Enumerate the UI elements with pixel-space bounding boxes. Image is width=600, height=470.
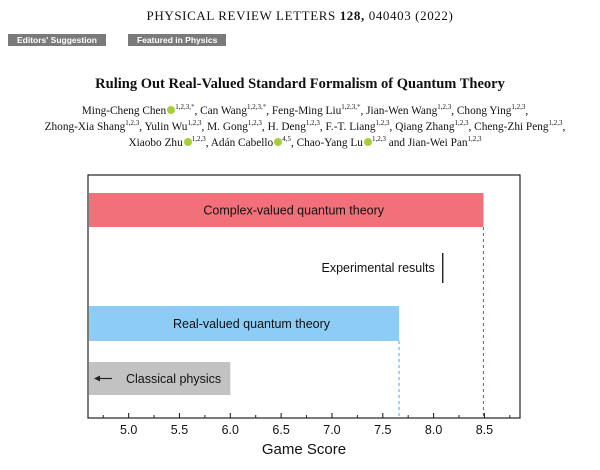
- affiliation-marker: 1,2,3: [305, 119, 320, 128]
- affiliation-marker: 4,5: [282, 135, 291, 144]
- author-name[interactable]: F.-T. Liang1,2,3: [325, 119, 390, 133]
- author-name[interactable]: Qiang Zhang1,2,3: [395, 119, 469, 133]
- affiliation-marker: 1,2,3: [437, 103, 452, 112]
- affiliation-marker: 1,2,3: [125, 119, 140, 128]
- affiliation-marker: 1,2,3: [454, 119, 469, 128]
- experimental-label: Experimental results: [321, 261, 434, 275]
- orcid-icon[interactable]: [363, 138, 372, 146]
- journal-name: PHYSICAL REVIEW LETTERS: [146, 8, 336, 23]
- x-tick-label: 8.0: [425, 423, 442, 437]
- author-name[interactable]: Xiaobo Zhu 1,2,3: [128, 135, 206, 149]
- author-name[interactable]: H. Deng1,2,3: [267, 119, 320, 133]
- figure: Complex-valued quantum theory Real-valued…: [0, 165, 600, 465]
- author-name[interactable]: Feng-Ming Liu1,2,3,*: [271, 103, 361, 117]
- editors-suggestion-badge[interactable]: Editors' Suggestion: [8, 34, 106, 46]
- affiliation-marker: 1,2,3: [548, 119, 563, 128]
- author-name[interactable]: M. Gong1,2,3: [207, 119, 262, 133]
- author-name[interactable]: Zhong-Xia Shang1,2,3: [44, 119, 140, 133]
- corresponding-author-mark: *: [357, 103, 361, 112]
- game-score-chart: Complex-valued quantum theory Real-valued…: [87, 174, 521, 458]
- paper-title: Ruling Out Real-Valued Standard Formalis…: [95, 76, 505, 92]
- author-name[interactable]: Yulin Wu1,2,3: [144, 119, 202, 133]
- article-number: 040403 (2022): [368, 8, 454, 23]
- x-tick-label: 5.0: [120, 423, 137, 437]
- left-arrow-icon: [94, 375, 100, 382]
- plot-frame: [87, 174, 521, 419]
- x-tick-label: 7.0: [323, 423, 340, 437]
- x-tick-label: 5.5: [171, 423, 188, 437]
- bar-label: Real-valued quantum theory: [173, 317, 331, 331]
- corresponding-author-mark: *: [262, 103, 267, 112]
- bar: [89, 306, 400, 341]
- x-axis-label: Game Score: [262, 441, 346, 458]
- affiliation-marker: 1,2,3: [467, 135, 482, 144]
- orcid-icon[interactable]: [167, 106, 176, 114]
- author-name[interactable]: Adán Cabello 4,5: [210, 135, 291, 149]
- author-name[interactable]: Chao-Yang Lu 1,2,3: [296, 135, 386, 149]
- author-name[interactable]: Chong Ying1,2,3: [456, 103, 526, 117]
- affiliation-marker: 1,2,3,: [341, 103, 357, 112]
- affiliation-marker: 1,2,3: [371, 135, 386, 144]
- author-name[interactable]: Ming-Cheng Chen 1,2,3,*: [81, 103, 195, 117]
- featured-in-physics-badge[interactable]: Featured in Physics: [128, 34, 227, 46]
- x-tick-label: 6.5: [272, 423, 289, 437]
- affiliation-marker: 1,2,3: [511, 103, 526, 112]
- x-tick-label: 6.0: [222, 423, 239, 437]
- corresponding-author-mark: *: [190, 103, 195, 112]
- author-name[interactable]: Jian-Wen Wang1,2,3: [366, 103, 452, 117]
- author-conjunction: and: [388, 137, 406, 149]
- bar: [89, 362, 231, 395]
- author-name[interactable]: Cheng-Zhi Peng1,2,3: [474, 119, 563, 133]
- affiliation-marker: 1,2,3: [191, 135, 206, 144]
- affiliation-marker: 1,2,3,: [175, 103, 191, 112]
- author-name[interactable]: Jian-Wei Pan1,2,3: [407, 135, 482, 149]
- journal-header: PHYSICAL REVIEW LETTERS 128, 040403 (202…: [0, 8, 600, 24]
- affiliation-marker: 1,2,3: [187, 119, 202, 128]
- bar: [89, 193, 484, 227]
- journal-volume: 128,: [339, 8, 365, 23]
- bar-label: Complex-valued quantum theory: [203, 204, 384, 218]
- affiliation-marker: 1,2,3,: [246, 103, 263, 112]
- x-tick-label: 8.5: [476, 423, 493, 437]
- affiliation-marker: 1,2,3: [375, 119, 390, 128]
- orcid-icon[interactable]: [274, 138, 283, 146]
- x-tick-label: 7.5: [374, 423, 391, 437]
- orcid-icon[interactable]: [183, 138, 192, 146]
- affiliation-marker: 1,2,3: [247, 119, 262, 128]
- author-list: Ming-Cheng Chen 1,2,3,*, Can Wang1,2,3,*,…: [44, 103, 566, 149]
- bar-label: Classical physics: [126, 372, 221, 386]
- author-name[interactable]: Can Wang1,2,3,*: [200, 103, 267, 117]
